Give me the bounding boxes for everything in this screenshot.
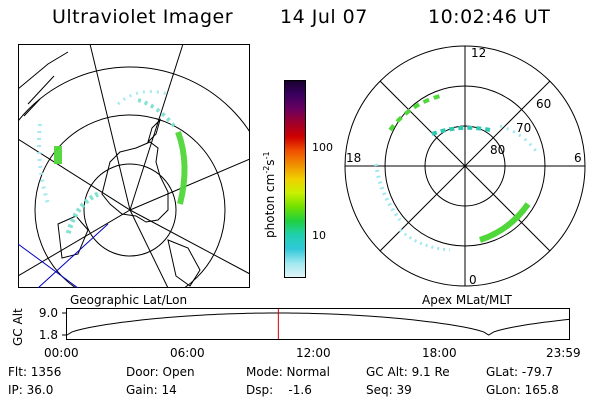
lon-line [129,209,250,275]
mlt-label-12: 12 [471,46,486,60]
coastline [146,118,162,144]
alt-axis-label: GC Alt [11,308,25,346]
lon-line [18,209,131,277]
coastline [57,215,89,259]
lon-line [129,158,250,211]
ip-info: IP: 36.0 [8,383,54,397]
colorbar-tick-10: 10 [312,229,326,242]
terminator-line [37,223,109,288]
mlat-label-60: 60 [536,97,551,111]
alt-tick-9: 9.0 [39,306,58,320]
gain-info: Gain: 14 [126,383,177,397]
colorbar-unit-label: photon cm-2s-1 [262,151,277,238]
mlt-label-18: 18 [346,151,361,165]
colorbar [284,80,306,278]
coastline [167,239,201,287]
time-label: 10:02:46 UT [428,6,551,28]
lon-line [129,209,169,288]
seq-info: Seq: 39 [366,383,412,397]
time-tick-2359: 23:59 [546,346,581,360]
colorbar-tick-100: 100 [312,141,333,154]
mlt-label-0: 0 [469,273,477,287]
coastline [101,141,169,223]
lon-line [89,44,131,211]
time-tick-0600: 06:00 [170,346,205,360]
lon-line [18,138,131,211]
altitude-frame [66,308,570,340]
left-frame [18,44,250,288]
alt-tick-1.8: 1.8 [39,328,58,342]
app-title: Ultraviolet Imager [52,6,234,28]
dsp-info: Dsp: -1.6 [246,383,312,397]
glat-info: GLat: -79.7 [486,365,553,379]
mode-info: Mode: Normal [246,365,330,379]
mlat-label-70: 70 [516,121,531,135]
door-info: Door: Open [126,365,195,379]
time-tick-1200: 12:00 [296,346,331,360]
time-tick-1800: 18:00 [422,346,457,360]
apex-polar-plot: 12 18 6 0 60 70 80 [344,45,586,287]
lat-circle [18,66,250,288]
left-panel-caption: Geographic Lat/Lon [70,293,188,307]
date-label: 14 Jul 07 [280,6,368,28]
time-tick-0000: 00:00 [44,346,79,360]
geographic-map [18,44,250,288]
gcalt-info: GC Alt: 9.1 Re [366,365,450,379]
mlt-line [379,80,551,252]
altitude-curve [66,312,570,336]
right-panel-caption: Apex MLat/MLT [422,293,512,307]
mlat-label-80: 80 [490,143,505,157]
coastline [18,51,69,117]
aurora-emission [37,90,188,235]
flt-info: Flt: 1356 [8,365,62,379]
glon-info: GLon: 165.8 [486,383,559,397]
colorbar-gradient [285,81,305,277]
terminator-line [18,243,79,288]
lat-circle [34,114,226,288]
altitude-strip: 9.0 1.8 GC Alt [11,306,570,346]
mlt-label-6: 6 [574,151,582,165]
aurora-emission [374,94,540,252]
lat-circle [83,163,177,257]
lon-line [129,44,184,211]
